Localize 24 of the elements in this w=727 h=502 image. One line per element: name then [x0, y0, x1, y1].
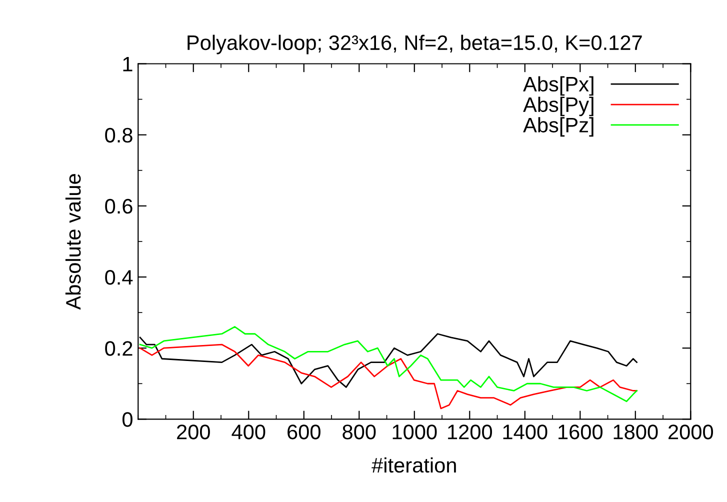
y-tick-label: 0.4	[105, 270, 133, 285]
x-tick-label: 1000	[392, 424, 437, 440]
y-axis-title: Absolute value	[65, 174, 81, 310]
x-tick-label: 400	[232, 424, 266, 440]
x-tick-label: 1400	[503, 424, 548, 440]
legend-label: Abs[Px]	[523, 76, 594, 96]
x-axis-title: #iteration	[372, 457, 456, 473]
x-tick-label: 1600	[558, 424, 603, 440]
line-series	[139, 344, 638, 410]
legend-label: Abs[Py]	[523, 96, 594, 116]
x-tick-label: 600	[288, 424, 320, 440]
x-tick-label: 2000	[668, 424, 714, 440]
legend-label: Abs[Pz]	[523, 117, 594, 137]
x-tick-label: 1800	[614, 424, 658, 440]
x-tick-label: 200	[177, 424, 210, 440]
y-tick-label: 1	[123, 56, 132, 72]
y-tick-label: 0.6	[105, 198, 132, 214]
y-tick-label: 0.2	[105, 341, 132, 356]
y-tick-label: 0	[122, 412, 132, 427]
chart-title: Polyakov-loop; 32³x16, Nf=2, beta=15.0, K=0.127	[188, 34, 642, 54]
y-tick-label: 0.8	[105, 128, 132, 143]
x-tick-label: 1200	[448, 424, 492, 440]
x-tick-label: 800	[342, 424, 376, 440]
line-series	[139, 326, 638, 402]
